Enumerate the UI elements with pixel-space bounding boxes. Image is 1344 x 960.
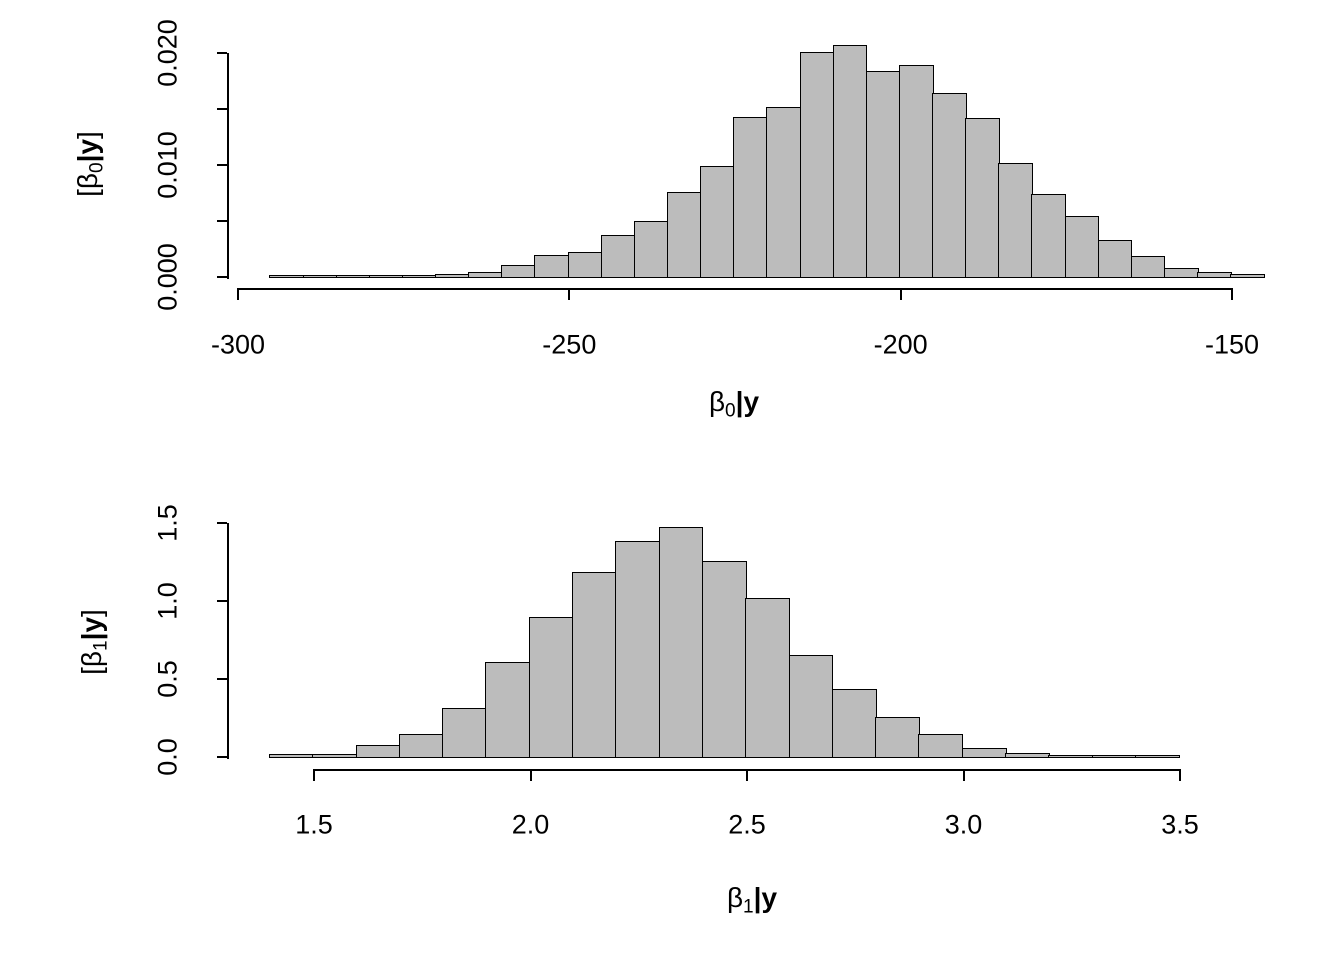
histogram-bar xyxy=(268,754,314,758)
histogram-bar xyxy=(1005,752,1050,758)
x-axis-tick xyxy=(899,290,902,300)
x-tick-label: -150 xyxy=(1204,329,1260,360)
histogram-bar xyxy=(998,162,1033,278)
x-tick-label: -250 xyxy=(542,329,597,360)
histogram-bar xyxy=(961,748,1007,758)
x-axis-tick xyxy=(313,771,315,781)
histogram-bar xyxy=(799,52,835,278)
histogram-bar xyxy=(442,707,487,758)
y-axis-tick xyxy=(217,108,227,110)
y-axis-tick xyxy=(217,164,227,166)
x-tick-label: -200 xyxy=(873,329,928,360)
histogram-bar xyxy=(1091,755,1137,758)
x-tick-label: 2.5 xyxy=(728,809,766,840)
histogram-bar xyxy=(1230,273,1265,278)
histogram-bar xyxy=(658,526,704,758)
x-axis-tick xyxy=(746,771,748,781)
y-axis-tick xyxy=(217,678,227,680)
x-tick-label: 1.5 xyxy=(295,809,333,840)
histogram-bar xyxy=(398,734,444,758)
histogram-bar xyxy=(832,45,868,278)
y-axis-tick xyxy=(217,600,227,602)
histogram-bar xyxy=(1048,754,1094,758)
histogram-bar xyxy=(528,617,574,758)
x-tick-label: 3.0 xyxy=(944,809,983,840)
histogram-bar xyxy=(1064,215,1100,278)
x-axis-tick xyxy=(237,290,239,300)
x-axis-title: β0|y xyxy=(708,386,760,422)
x-axis-tick xyxy=(1179,771,1181,781)
histogram-bar xyxy=(633,221,669,278)
histogram-bar xyxy=(898,65,934,278)
histogram-bar xyxy=(700,166,735,278)
y-tick-label: 1.5 xyxy=(152,504,183,542)
histogram-bar xyxy=(485,662,531,758)
histogram-bar xyxy=(1134,755,1180,758)
y-axis-tick xyxy=(217,220,227,222)
histogram-bar xyxy=(766,106,801,278)
y-tick-label: 0.0 xyxy=(152,738,183,776)
x-axis-tick xyxy=(1231,290,1233,300)
y-tick-label: 1.0 xyxy=(152,582,183,620)
y-axis-title: [β1|y] xyxy=(76,609,112,675)
histogram-bar xyxy=(666,192,702,278)
y-axis-line xyxy=(227,523,229,759)
histogram-bar xyxy=(875,717,920,758)
x-tick-label: -300 xyxy=(210,329,266,360)
x-axis-title: β1|y xyxy=(726,882,778,918)
y-axis-tick xyxy=(217,52,227,54)
x-tick-label: 3.5 xyxy=(1161,809,1199,840)
histogram-bar xyxy=(615,540,661,758)
y-axis-tick xyxy=(217,522,227,524)
y-axis-tick xyxy=(217,276,227,278)
y-tick-label: 0.5 xyxy=(152,660,183,698)
histogram-bar xyxy=(355,745,401,758)
x-axis-tick xyxy=(529,771,532,781)
y-axis-line xyxy=(227,53,229,279)
x-axis-line xyxy=(237,288,1233,290)
histogram-bar xyxy=(745,598,791,758)
x-tick-label: 2.0 xyxy=(511,809,550,840)
histogram-bar xyxy=(701,561,747,758)
x-axis-line xyxy=(313,769,1181,771)
x-axis-tick xyxy=(568,290,571,300)
histogram-bar xyxy=(788,654,834,758)
histogram-bar xyxy=(918,734,964,758)
histogram-bar xyxy=(312,753,358,758)
histogram-bar xyxy=(1130,255,1166,278)
y-axis-tick xyxy=(217,756,227,758)
x-axis-tick xyxy=(962,771,965,781)
histogram-bar xyxy=(831,688,877,758)
histogram-bar xyxy=(572,571,617,758)
